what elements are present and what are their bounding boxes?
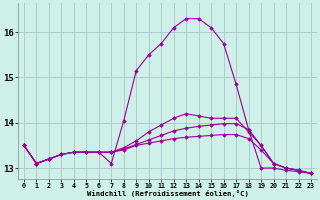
X-axis label: Windchill (Refroidissement éolien,°C): Windchill (Refroidissement éolien,°C) [86, 190, 248, 197]
